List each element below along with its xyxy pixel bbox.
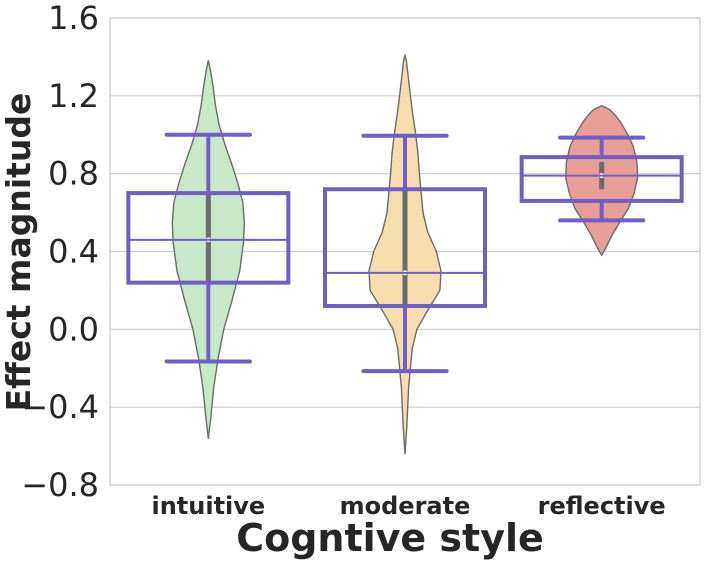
x-tick-labels: intuitive moderate reflective: [151, 492, 665, 520]
plot-frame: [109, 17, 701, 486]
y-axis-title: Effect magnitude: [0, 93, 38, 412]
box-moderate: [323, 187, 487, 308]
y-tick-label: 0.8: [48, 155, 99, 193]
y-tick-label: −0.8: [21, 466, 99, 504]
x-tick-label: reflective: [538, 492, 666, 520]
box-intuitive: [126, 191, 291, 285]
violins: [171, 54, 639, 455]
y-tick-label: 1.6: [48, 0, 99, 37]
y-tick-labels: −0.8 −0.4 0.0 0.4 0.8 1.2 1.6: [21, 0, 99, 504]
boxplots: [126, 132, 684, 374]
y-tick-label: −0.4: [21, 388, 99, 426]
y-tick-label: 1.2: [48, 77, 99, 115]
y-tick-label: 0.4: [48, 233, 99, 271]
x-tick-label: moderate: [340, 492, 471, 520]
y-tick-label: 0.0: [48, 310, 99, 348]
x-axis-title: Cogntive style: [236, 516, 544, 560]
x-tick-label: intuitive: [151, 492, 265, 520]
box-reflective: [519, 155, 684, 203]
